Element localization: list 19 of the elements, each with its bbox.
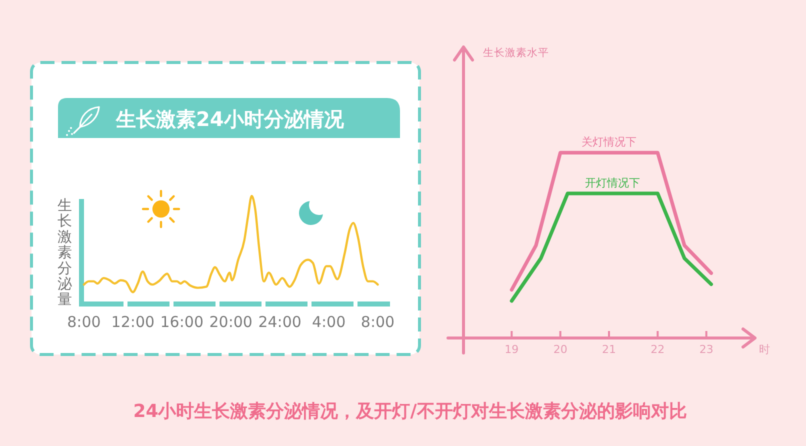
y-axis-title: 生长激素水平 [483, 46, 549, 59]
text: 24小时生长激素分泌情况，及开灯/不开灯对生长激素分泌的影响对比 [133, 401, 687, 422]
chart-title: 生长激素24小时分泌情况 [115, 107, 345, 131]
x-axis-title: 时 [759, 343, 770, 356]
x-tick-label: 8:00 [67, 313, 101, 331]
x-tick-label: 22 [650, 343, 665, 356]
x-tick-label: 12:00 [111, 313, 155, 331]
x-tick-label: 24:00 [258, 313, 302, 331]
y-axis-title: 生长激素分泌量 [58, 197, 72, 308]
series-label: 开灯情况下 [585, 176, 640, 190]
x-tick-label: 20 [553, 343, 568, 356]
x-tick-label: 23 [699, 343, 714, 356]
x-tick-label: 19 [504, 343, 519, 356]
x-tick-label: 20:00 [209, 313, 252, 331]
x-tick-label: 21 [602, 343, 616, 356]
series-label: 关灯情况下 [582, 136, 636, 149]
x-tick-label: 16:00 [160, 313, 204, 331]
x-tick-label: 8:00 [360, 313, 395, 331]
x-tick-label: 4:00 [312, 313, 346, 331]
